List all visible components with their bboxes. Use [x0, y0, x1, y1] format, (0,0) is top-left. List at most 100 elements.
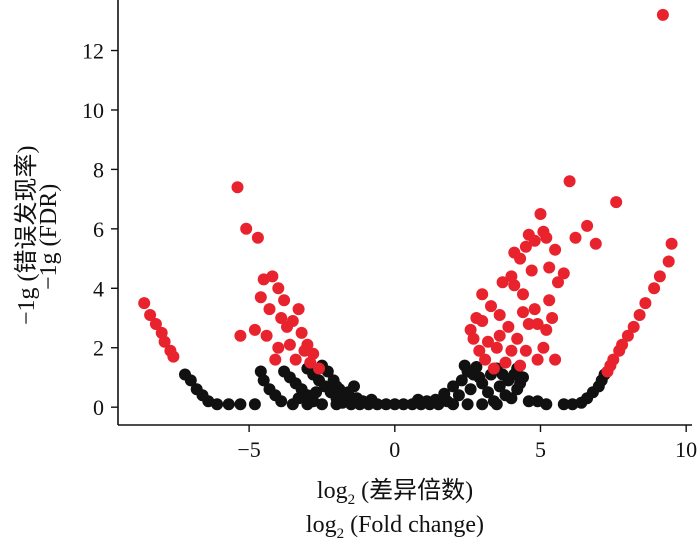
significant-point-19	[517, 288, 529, 301]
significant-point-27	[511, 332, 524, 345]
nonsignificant-point-96	[348, 380, 360, 393]
significant-point-53	[662, 255, 675, 268]
significant-point-11	[543, 261, 556, 274]
significant-point-21	[531, 318, 544, 330]
nonsignificant-point-77	[505, 392, 518, 405]
significant-point-95	[158, 335, 171, 348]
y-tick-label: 10	[82, 98, 104, 123]
significant-point-65	[231, 181, 244, 194]
nonsignificant-point-1	[184, 374, 197, 387]
nonsignificant-point-54	[330, 380, 343, 393]
significant-point-46	[517, 306, 529, 319]
significant-point-58	[627, 320, 640, 333]
significant-point-51	[476, 315, 489, 327]
nonsignificant-point-60	[447, 380, 460, 393]
significant-point-88	[254, 291, 267, 304]
nonsignificant-point-35	[316, 398, 328, 411]
nonsignificant-point-94	[458, 359, 471, 372]
significant-point-43	[522, 318, 535, 330]
significant-point-64	[601, 365, 614, 378]
significant-point-93	[149, 318, 162, 330]
significant-point-83	[292, 303, 305, 316]
significant-point-91	[138, 297, 151, 310]
significant-point-40	[479, 353, 492, 366]
nonsignificant-point-71	[482, 386, 494, 399]
significant-point-71	[278, 294, 291, 307]
nonsignificant-point-53	[310, 386, 323, 399]
significant-point-97	[167, 350, 180, 363]
significant-point-59	[621, 329, 634, 342]
significant-point-24	[537, 341, 550, 354]
y-tick-label: 6	[93, 217, 104, 242]
nonsignificant-point-84	[557, 398, 570, 411]
significant-point-17	[525, 264, 538, 277]
x-tick-label: 0	[389, 437, 400, 462]
nonsignificant-point-5	[211, 398, 224, 411]
nonsignificant-point-82	[511, 383, 524, 396]
significant-point-6	[589, 237, 602, 250]
nonsignificant-point-34	[301, 398, 314, 411]
nonsignificant-point-42	[388, 398, 401, 411]
nonsignificant-point-83	[487, 395, 500, 408]
points-layer	[138, 8, 678, 411]
significant-point-57	[633, 309, 646, 321]
nonsignificant-point-7	[234, 398, 247, 411]
significant-point-1	[665, 237, 678, 250]
significant-point-5	[581, 219, 594, 232]
nonsignificant-point-61	[455, 374, 468, 387]
y-tick-label: 12	[82, 39, 104, 64]
significant-point-86	[234, 329, 247, 342]
significant-point-67	[251, 231, 264, 244]
significant-point-89	[269, 353, 282, 366]
y-tick-label: 4	[93, 276, 104, 301]
significant-point-50	[531, 353, 544, 366]
nonsignificant-point-50	[476, 398, 489, 411]
significant-point-84	[304, 356, 317, 369]
nonsignificant-point-95	[470, 361, 483, 373]
nonsignificant-point-36	[330, 398, 343, 411]
nonsignificant-point-49	[461, 398, 474, 411]
significant-point-25	[549, 353, 562, 366]
significant-point-10	[549, 243, 562, 256]
significant-point-66	[240, 222, 253, 235]
significant-point-31	[476, 288, 489, 301]
significant-point-56	[639, 297, 652, 310]
x-tick-label: 10	[675, 437, 697, 462]
significant-point-70	[272, 282, 285, 295]
significant-point-4	[569, 231, 582, 244]
significant-point-36	[499, 356, 512, 369]
significant-point-41	[487, 362, 500, 375]
significant-point-7	[534, 208, 547, 220]
x-tick-label: 5	[535, 437, 546, 462]
significant-point-42	[514, 359, 527, 372]
significant-point-34	[482, 335, 494, 348]
nonsignificant-point-92	[496, 368, 509, 381]
significant-point-9	[540, 231, 553, 244]
y-tick-label: 8	[93, 157, 104, 182]
significant-point-2	[610, 196, 623, 209]
significant-point-61	[613, 344, 626, 357]
x-ticks: −5 0 5 10	[237, 425, 697, 462]
y-ticks: 0 2 4 6 8 10 12	[82, 39, 118, 420]
significant-point-79	[289, 353, 302, 366]
significant-point-35	[490, 341, 503, 354]
x-axis-label-en: log2 (Fold change)	[305, 512, 485, 542]
significant-point-85	[313, 362, 325, 375]
significant-point-23	[540, 323, 553, 336]
significant-point-28	[502, 320, 515, 333]
significant-point-45	[505, 270, 518, 283]
nonsignificant-point-72	[493, 380, 506, 393]
significant-point-37	[505, 344, 518, 357]
y-tick-label: 2	[93, 336, 104, 361]
significant-point-48	[528, 234, 541, 247]
nonsignificant-point-43	[397, 398, 410, 411]
significant-point-49	[543, 294, 556, 307]
x-axis-label-cn: log2 (差异倍数)	[316, 478, 474, 508]
nonsignificant-point-67	[464, 383, 477, 396]
nonsignificant-point-81	[540, 398, 553, 411]
significant-point-75	[286, 315, 299, 327]
nonsignificant-point-66	[452, 389, 465, 402]
significant-point-13	[557, 267, 570, 280]
significant-point-39	[467, 332, 480, 345]
y-tick-label: 0	[93, 395, 104, 420]
